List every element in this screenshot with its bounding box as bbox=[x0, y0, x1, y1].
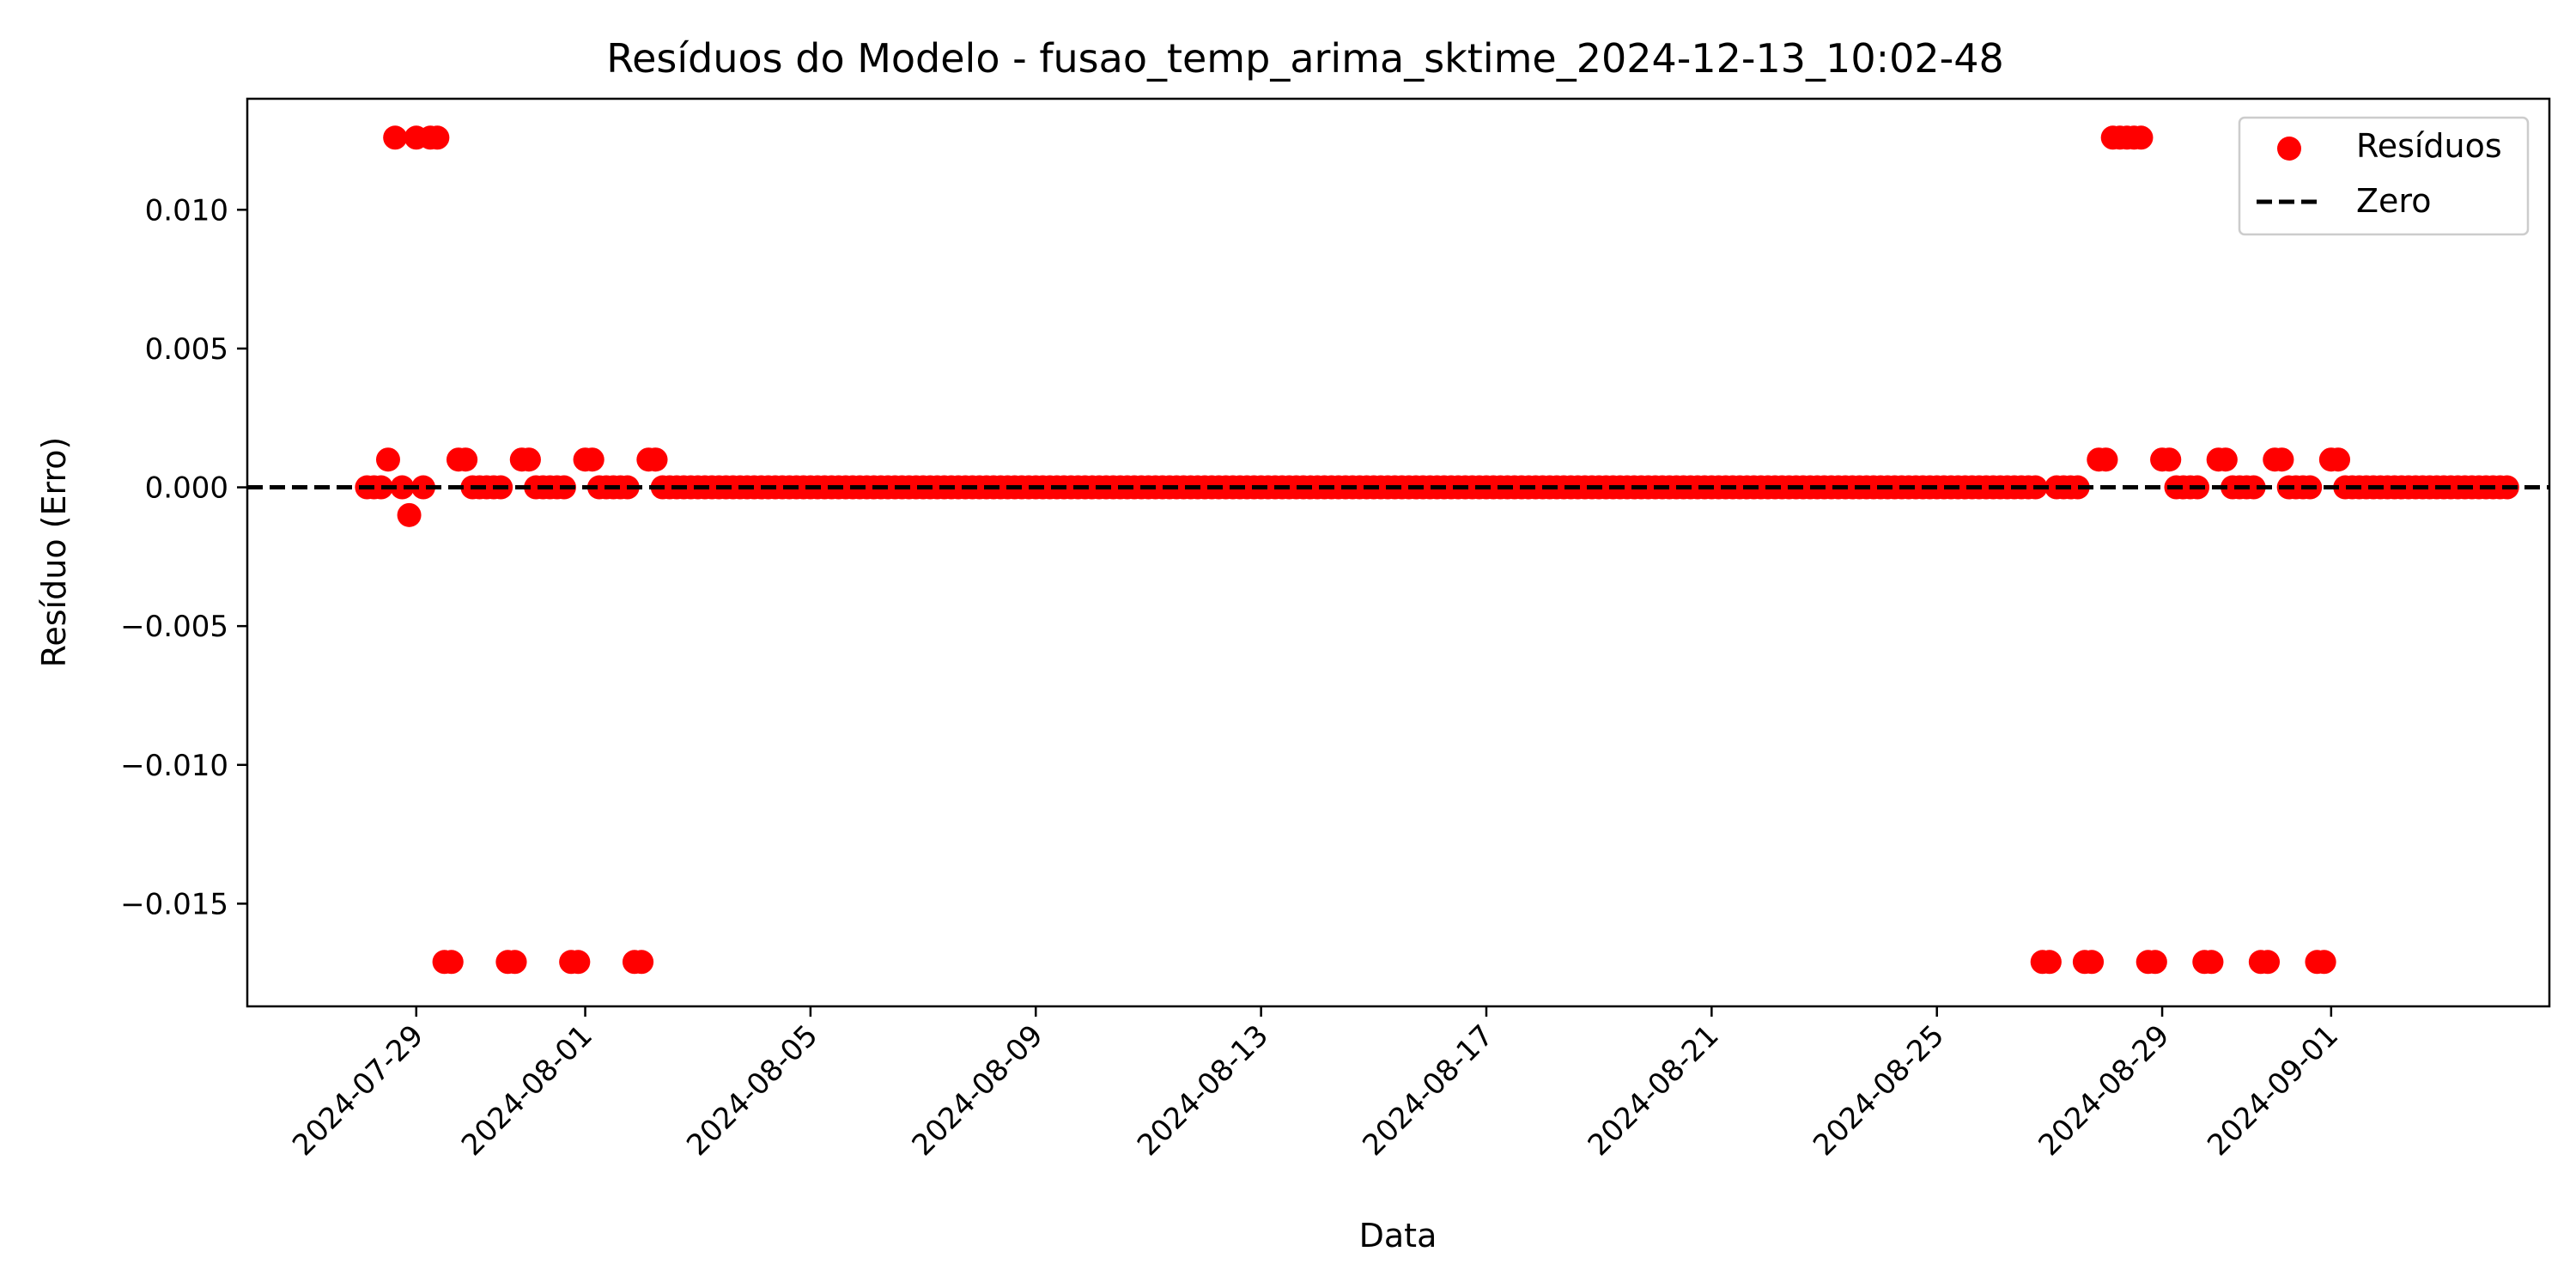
plot-frame bbox=[246, 97, 2551, 1008]
residual-point bbox=[2080, 950, 2105, 975]
legend-label-residuos: Resíduos bbox=[2356, 127, 2502, 165]
residual-point bbox=[516, 447, 541, 472]
legend-marker-residuos bbox=[2277, 137, 2301, 161]
y-tick-label: 0.000 bbox=[145, 471, 228, 506]
legend: Resíduos Zero bbox=[2238, 116, 2530, 236]
residual-point bbox=[453, 447, 478, 472]
residual-point bbox=[425, 125, 450, 150]
y-tick-label: 0.010 bbox=[145, 193, 228, 228]
legend-box bbox=[2238, 116, 2530, 236]
y-axis: 0.010 0.005 0.000 −0.005 −0.010 −0.015 bbox=[120, 193, 247, 921]
y-axis-title: Resíduo (Erro) bbox=[35, 437, 73, 668]
residual-point bbox=[629, 950, 654, 975]
residual-point bbox=[2093, 447, 2118, 472]
residual-point bbox=[2065, 475, 2090, 500]
y-tick-label: −0.005 bbox=[120, 610, 228, 644]
plot-background bbox=[247, 99, 2549, 1006]
residual-point bbox=[390, 475, 415, 500]
residual-point bbox=[2157, 447, 2182, 472]
residual-point bbox=[643, 447, 668, 472]
residual-point bbox=[2129, 125, 2154, 150]
residual-point bbox=[368, 475, 393, 500]
residual-point bbox=[383, 125, 408, 150]
residual-point bbox=[580, 447, 605, 472]
residual-point bbox=[410, 475, 435, 500]
chart-title: Resíduos do Modelo - fusao_temp_arima_sk… bbox=[606, 35, 2004, 82]
residual-point bbox=[439, 950, 464, 975]
residual-point bbox=[2256, 950, 2281, 975]
residual-point bbox=[2213, 447, 2238, 472]
residual-point bbox=[2037, 950, 2062, 975]
x-axis-title: Data bbox=[1359, 1217, 1437, 1255]
residual-point bbox=[397, 502, 422, 527]
residual-point bbox=[375, 447, 400, 472]
residual-point bbox=[2269, 447, 2294, 472]
residual-point bbox=[2142, 950, 2167, 975]
residual-point bbox=[566, 950, 591, 975]
y-tick-label: −0.010 bbox=[120, 749, 228, 783]
plot-area bbox=[246, 97, 2551, 1008]
y-tick-label: 0.005 bbox=[145, 332, 228, 367]
residual-point bbox=[2312, 950, 2336, 975]
y-tick-label: −0.015 bbox=[120, 887, 228, 921]
residual-point bbox=[2241, 475, 2266, 500]
residual-point bbox=[2199, 950, 2224, 975]
residual-point bbox=[502, 950, 527, 975]
residual-point bbox=[2326, 447, 2351, 472]
legend-label-zero: Zero bbox=[2356, 182, 2431, 220]
